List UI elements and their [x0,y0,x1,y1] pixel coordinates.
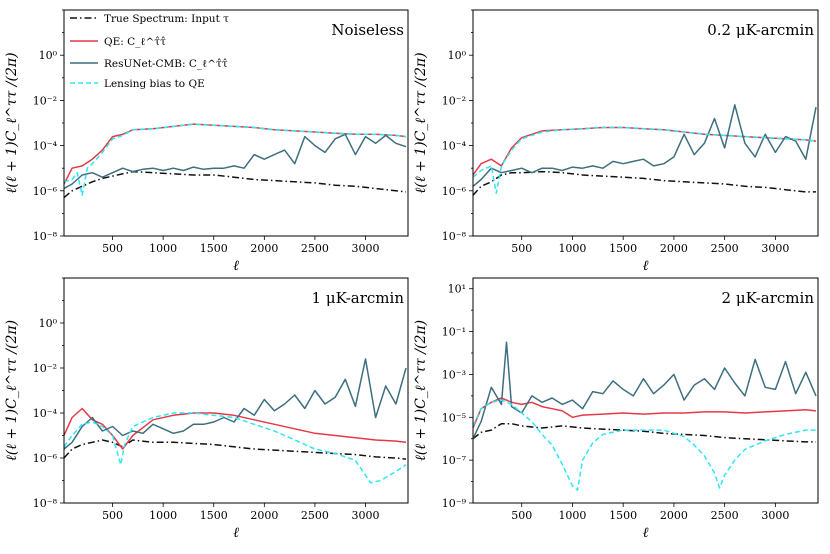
plot-area-0.2uk: 500 1000 1500 2000 2500 3000 10⁻⁸ 10⁻⁶ 10⁻⁴ 10⁻² 1… [442,9,819,255]
x-axis-label: ℓ [643,525,649,541]
panel-annotation: 2 μK-arcmin [722,289,815,307]
y-tick-label: 10⁻³ [442,368,466,381]
panel-noiseless: 500 1000 1500 2000 2500 3000 10⁻⁸ 10⁻⁶ 10⁻⁴ 10⁻² 1… [4,9,409,274]
x-tick-label: 1000 [149,242,177,255]
y-tick-label: 10⁻¹ [442,326,466,339]
x-tick-label: 2500 [711,509,739,522]
series-line-true [64,170,407,199]
panel-1uk: 500 1000 1500 2000 2500 3000 10⁻⁸ 10⁻⁶ 10⁻⁴ 10⁻² 1… [4,277,409,541]
x-tick-label: 500 [102,242,123,255]
panel-annotation: 1 μK-arcmin [312,289,405,307]
y-tick-label: 10⁰ [448,49,467,62]
x-tick-label: 2500 [711,242,739,255]
x-axis-label: ℓ [643,258,649,274]
axes-frame [472,9,819,237]
y-tick-label: 10⁻⁸ [33,230,58,243]
x-tick-label: 2500 [301,509,329,522]
plot-area-noiseless: 500 1000 1500 2000 2500 3000 10⁻⁸ 10⁻⁶ 10⁻⁴ 10⁻² 1… [33,9,409,255]
series-group [473,104,817,196]
x-tick-label: 1000 [149,509,177,522]
y-tick-label: 10⁰ [39,49,58,62]
y-tick-label: 10⁻⁴ [33,407,58,420]
x-tick-label: 500 [102,509,123,522]
series-line-resunet [473,104,817,187]
y-tick-label: 10⁻⁷ [442,454,467,467]
x-tick-label: 2000 [250,509,278,522]
series-line-lensing [473,399,816,491]
series-line-true [64,439,407,460]
series-group [64,358,407,484]
y-tick-label: 10⁻⁶ [33,452,58,465]
x-tick-label: 500 [511,242,532,255]
x-tick-label: 2500 [301,242,329,255]
panel-2uk: 500 1000 1500 2000 2500 3000 10⁻⁹ 10⁻⁷ 10⁻⁵ 10⁻³ 1… [413,277,819,541]
panel-0.2uk: 500 1000 1500 2000 2500 3000 10⁻⁸ 10⁻⁶ 10⁻⁴ 10⁻² 1… [413,9,819,274]
panel-annotation: 0.2 μK-arcmin [707,21,814,39]
series-line-resunet [473,341,817,440]
axes-frame [472,277,819,504]
x-tick-label: 1500 [609,242,637,255]
series-group [64,123,407,199]
series-line-true [473,170,816,196]
y-tick-label: 10⁰ [39,317,58,330]
x-tick-label: 2000 [250,242,278,255]
series-line-true [473,422,816,443]
y-tick-label: 10⁻⁴ [33,140,58,153]
legend-label-true: True Spectrum: Input τ [104,13,229,25]
y-tick-label: 10⁻² [33,362,57,375]
y-axis-label: ℓ(ℓ + 1)C_ℓ^ττ /(2π) [4,320,20,461]
plot-area-1uk: 500 1000 1500 2000 2500 3000 10⁻⁸ 10⁻⁶ 10⁻⁴ 10⁻² 1… [33,277,409,522]
x-tick-label: 2000 [660,242,688,255]
y-tick-label: 10⁻⁸ [442,230,467,243]
y-tick-label: 10⁻⁶ [33,185,58,198]
y-tick-label: 10⁻⁸ [33,497,58,510]
x-tick-label: 3000 [761,509,789,522]
x-tick-label: 1500 [609,509,637,522]
y-tick-label: 10⁻⁴ [442,140,467,153]
y-tick-label: 10⁻² [442,94,466,107]
x-tick-label: 3000 [352,509,380,522]
y-axis-label: ℓ(ℓ + 1)C_ℓ^ττ /(2π) [413,52,429,193]
y-tick-label: 10⁻⁹ [442,497,467,510]
x-tick-label: 1000 [558,509,586,522]
series-group [473,341,817,491]
x-tick-label: 2000 [660,509,688,522]
series-line-lensing [473,126,817,194]
x-tick-label: 3000 [352,242,380,255]
y-tick-label: 10⁻² [33,94,57,107]
legend-label-lensing: Lensing bias to QE [104,78,205,90]
x-tick-label: 500 [511,509,532,522]
x-tick-label: 1500 [200,242,228,255]
series-line-qe [64,407,407,450]
x-tick-label: 3000 [761,242,789,255]
x-tick-label: 1500 [200,509,228,522]
y-axis-label: ℓ(ℓ + 1)C_ℓ^ττ /(2π) [413,320,429,461]
panel-annotation: Noiseless [331,21,404,39]
series-line-lensing [64,123,407,197]
x-axis-label: ℓ [233,525,239,541]
series-line-resunet [64,133,407,190]
y-axis-label: ℓ(ℓ + 1)C_ℓ^ττ /(2π) [4,52,20,193]
x-tick-label: 1000 [558,242,586,255]
y-tick-label: 10⁻⁵ [442,411,466,424]
y-tick-label: 10¹ [448,283,466,296]
series-line-resunet [64,358,407,450]
axes-frame [63,277,409,504]
legend-label-qe: QE: C_ℓ^τ̂τ̂ [104,36,166,48]
series-line-lensing [64,412,407,484]
legend-label-resunet: ResUNet-CMB: C_ℓ^τ̂τ̂ [104,58,228,70]
series-line-qe [473,397,817,429]
x-axis-label: ℓ [233,258,239,274]
plot-area-2uk: 500 1000 1500 2000 2500 3000 10⁻⁹ 10⁻⁷ 10⁻⁵ 10⁻³ 1… [442,277,819,522]
y-tick-label: 10⁻⁶ [442,185,467,198]
legend: True Spectrum: Input τ QE: C_ℓ^τ̂τ̂ ResU… [70,13,229,90]
